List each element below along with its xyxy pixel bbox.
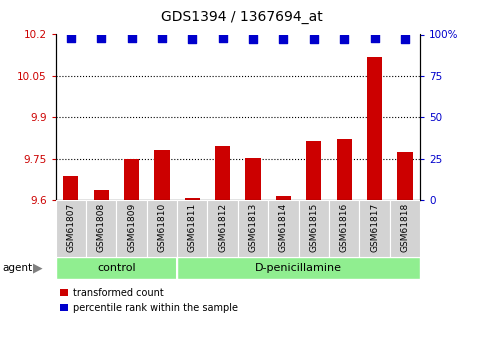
Bar bbox=[359, 200, 390, 257]
Text: GSM61809: GSM61809 bbox=[127, 203, 136, 252]
Bar bbox=[367, 57, 382, 200]
Point bbox=[67, 35, 74, 41]
Bar bbox=[245, 158, 261, 200]
Text: GDS1394 / 1367694_at: GDS1394 / 1367694_at bbox=[161, 10, 322, 24]
Bar bbox=[154, 150, 170, 200]
Text: GSM61815: GSM61815 bbox=[309, 203, 318, 252]
Bar bbox=[177, 200, 208, 257]
Bar bbox=[398, 152, 412, 200]
Point bbox=[97, 35, 105, 41]
Point bbox=[341, 37, 348, 42]
Bar bbox=[185, 198, 200, 200]
Point bbox=[371, 35, 379, 41]
Text: GSM61813: GSM61813 bbox=[249, 203, 257, 252]
Point bbox=[401, 37, 409, 42]
Text: GSM61818: GSM61818 bbox=[400, 203, 410, 252]
Point bbox=[219, 35, 227, 41]
Text: GSM61814: GSM61814 bbox=[279, 203, 288, 252]
Bar bbox=[147, 200, 177, 257]
Text: ▶: ▶ bbox=[33, 262, 43, 275]
Bar bbox=[56, 257, 177, 279]
Text: GSM61808: GSM61808 bbox=[97, 203, 106, 252]
Bar bbox=[276, 196, 291, 200]
Point bbox=[158, 35, 166, 41]
Bar bbox=[177, 257, 420, 279]
Bar bbox=[298, 200, 329, 257]
Bar bbox=[329, 200, 359, 257]
Text: D-penicillamine: D-penicillamine bbox=[255, 263, 342, 273]
Text: GSM61816: GSM61816 bbox=[340, 203, 349, 252]
Bar bbox=[86, 200, 116, 257]
Bar bbox=[337, 139, 352, 200]
Text: GSM61811: GSM61811 bbox=[188, 203, 197, 252]
Bar bbox=[56, 200, 86, 257]
Bar bbox=[116, 200, 147, 257]
Bar bbox=[306, 141, 322, 200]
Bar bbox=[268, 200, 298, 257]
Text: GSM61812: GSM61812 bbox=[218, 203, 227, 252]
Bar bbox=[63, 176, 78, 200]
Legend: transformed count, percentile rank within the sample: transformed count, percentile rank withi… bbox=[60, 288, 238, 313]
Point bbox=[280, 37, 287, 42]
Text: GSM61810: GSM61810 bbox=[157, 203, 167, 252]
Text: agent: agent bbox=[2, 263, 32, 273]
Point bbox=[128, 35, 135, 41]
Point bbox=[249, 37, 257, 42]
Point bbox=[310, 37, 318, 42]
Bar bbox=[215, 146, 230, 200]
Bar bbox=[390, 200, 420, 257]
Bar bbox=[124, 159, 139, 200]
Point bbox=[188, 37, 196, 42]
Bar bbox=[208, 200, 238, 257]
Bar bbox=[94, 190, 109, 200]
Bar bbox=[238, 200, 268, 257]
Text: GSM61807: GSM61807 bbox=[66, 203, 75, 252]
Text: control: control bbox=[97, 263, 136, 273]
Text: GSM61817: GSM61817 bbox=[370, 203, 379, 252]
